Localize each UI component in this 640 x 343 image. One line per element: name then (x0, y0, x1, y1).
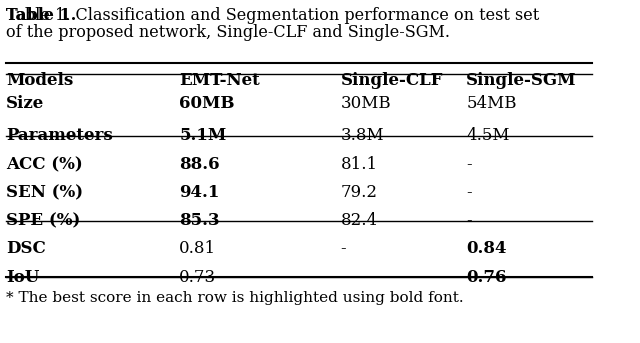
Text: -: - (467, 156, 472, 173)
Text: 5.1M: 5.1M (179, 127, 227, 144)
Text: 54MB: 54MB (467, 95, 516, 112)
Text: DSC: DSC (6, 240, 45, 257)
Text: 0.81: 0.81 (179, 240, 216, 257)
Text: -: - (340, 269, 346, 285)
Text: 30MB: 30MB (340, 95, 392, 112)
Text: Models: Models (6, 72, 73, 89)
Text: 85.3: 85.3 (179, 212, 220, 229)
Text: SPE (%): SPE (%) (6, 212, 81, 229)
Text: -: - (340, 240, 346, 257)
Text: of the proposed network, Single-CLF and Single-SGM.: of the proposed network, Single-CLF and … (6, 24, 450, 41)
Text: 94.1: 94.1 (179, 184, 220, 201)
Text: Size: Size (6, 95, 44, 112)
Text: 81.1: 81.1 (340, 156, 378, 173)
Text: IoU: IoU (6, 269, 39, 285)
Text: 3.8M: 3.8M (340, 127, 385, 144)
Text: * The best score in each row is highlighted using bold font.: * The best score in each row is highligh… (6, 291, 463, 305)
Text: EMT-Net: EMT-Net (179, 72, 260, 89)
Text: -: - (467, 184, 472, 201)
Text: 0.76: 0.76 (467, 269, 507, 285)
Text: SEN (%): SEN (%) (6, 184, 83, 201)
Text: 0.84: 0.84 (467, 240, 507, 257)
Text: Table 1.: Table 1. (6, 7, 76, 24)
Text: 0.73: 0.73 (179, 269, 216, 285)
Text: 4.5M: 4.5M (467, 127, 510, 144)
Text: Single-CLF: Single-CLF (340, 72, 444, 89)
Text: 60MB: 60MB (179, 95, 235, 112)
Text: -: - (467, 212, 472, 229)
Text: 79.2: 79.2 (340, 184, 378, 201)
Text: ACC (%): ACC (%) (6, 156, 83, 173)
Text: Single-SGM: Single-SGM (467, 72, 577, 89)
Text: Parameters: Parameters (6, 127, 113, 144)
Text: 82.4: 82.4 (340, 212, 378, 229)
Text: Table 1. Classification and Segmentation performance on test set: Table 1. Classification and Segmentation… (6, 7, 540, 24)
Text: 88.6: 88.6 (179, 156, 220, 173)
